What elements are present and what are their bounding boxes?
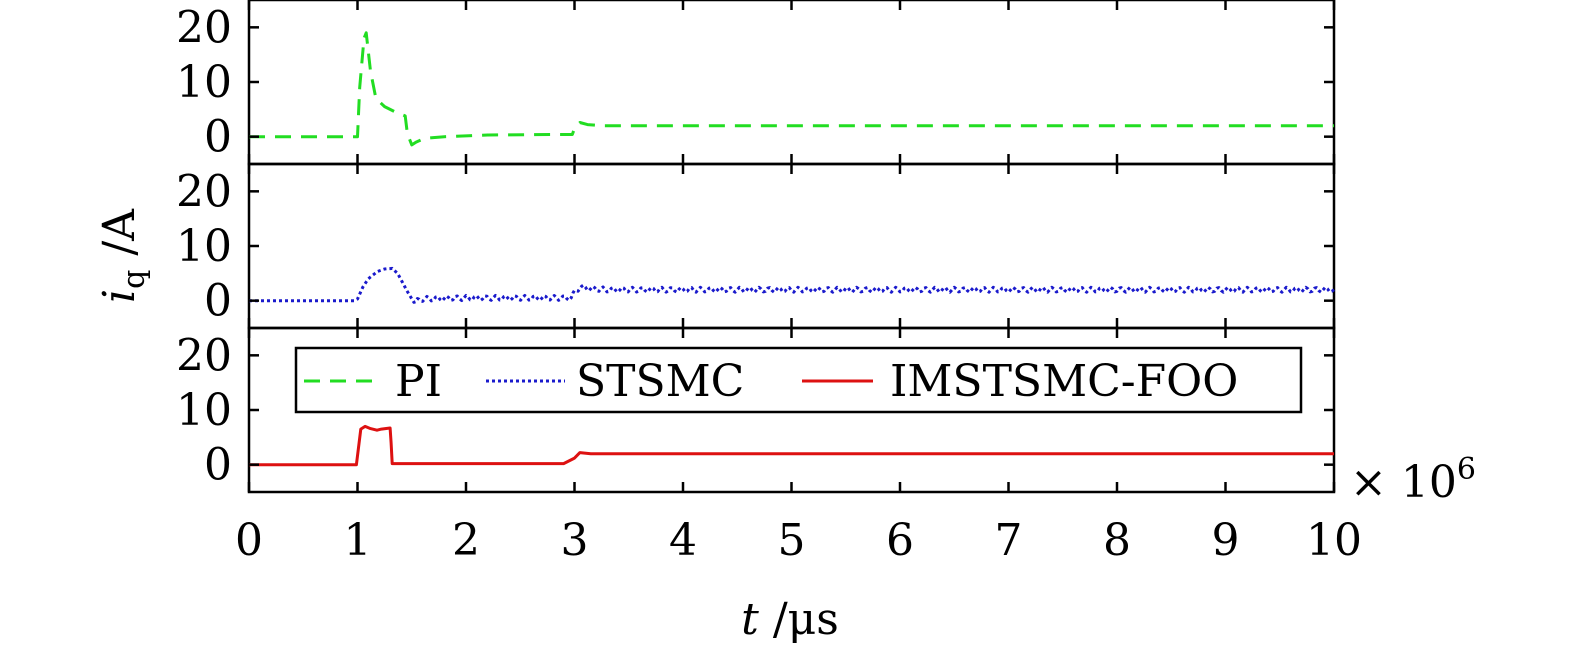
legend-label-stsmc: STSMC [576, 356, 744, 407]
y-tick-label: 20 [176, 166, 232, 217]
legend-box [294, 346, 1303, 414]
x-tick-label: 2 [452, 515, 480, 566]
x-tick-label: 5 [778, 515, 806, 566]
series-line-imstsmc-foo [249, 424, 1334, 467]
y-axis-label: iq /A [94, 208, 152, 303]
x-tick-label: 9 [1212, 515, 1240, 566]
y-tick-label: 0 [204, 440, 232, 491]
legend-label-pi: PI [395, 356, 442, 407]
x-tick-label: 10 [1306, 515, 1362, 566]
x-axis-multiplier: × 106 [1350, 452, 1476, 508]
y-tick-label: 10 [176, 221, 232, 272]
y-tick-label: 10 [176, 385, 232, 436]
x-tick-label: 7 [995, 515, 1023, 566]
x-tick-label: 4 [669, 515, 697, 566]
y-tick-label: 0 [204, 276, 232, 327]
y-tick-label: 20 [176, 2, 232, 53]
x-tick-label: 8 [1103, 515, 1131, 566]
y-tick-label: 0 [204, 112, 232, 163]
x-tick-label: 0 [235, 515, 263, 566]
y-tick-label: 20 [176, 330, 232, 381]
y-tick-label: 10 [176, 57, 232, 108]
series-line-stsmc [249, 266, 1335, 304]
x-axis-label: t /μs [741, 594, 839, 645]
series-line-pi [249, 31, 1334, 147]
x-tick-label: 3 [561, 515, 589, 566]
legend-label-imstsmc-foo: IMSTSMC-FOO [890, 356, 1238, 407]
x-tick-label: 6 [886, 515, 914, 566]
x-tick-label: 1 [344, 515, 372, 566]
